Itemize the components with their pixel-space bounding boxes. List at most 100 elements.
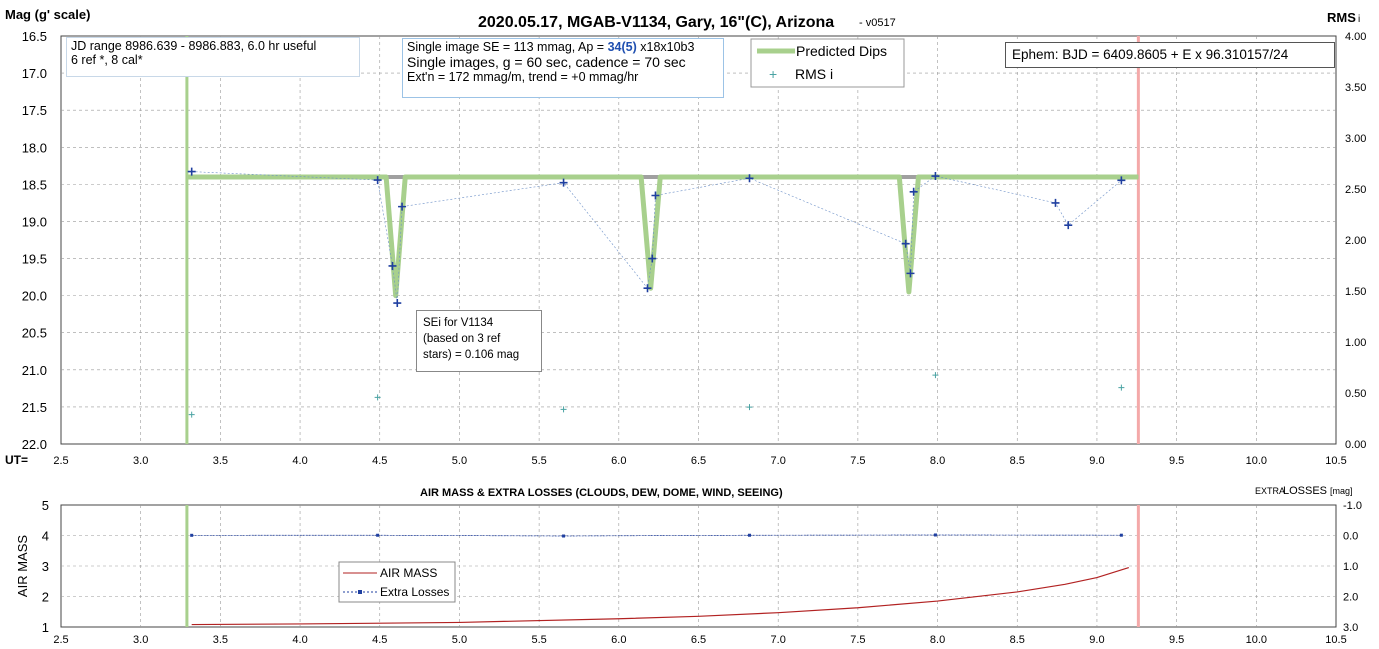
bottom-y-axis-label: AIR MASS [15, 535, 30, 597]
x-tick-label: 7.5 [850, 455, 865, 467]
y-tick-label: 3 [42, 559, 49, 574]
x-tick-label: 5.5 [531, 634, 546, 646]
bottom-ut-markers [185, 505, 1140, 627]
ephemeris-box: Ephem: BJD = 6409.8605 + E x 96.310157/2… [1005, 42, 1335, 68]
magnitude-point [906, 269, 915, 278]
se-aperture: 34(5) [607, 40, 637, 54]
top-y-axis-label: Mag (g' scale) [5, 7, 90, 22]
y2-tick-label: 0.50 [1345, 388, 1366, 400]
sei-line-3: stars) = 0.106 mag [423, 349, 520, 362]
sei-line-2: (based on 3 ref [423, 333, 501, 346]
x-tick-label: 7.0 [771, 455, 786, 467]
x-tick-label: 10.5 [1325, 634, 1346, 646]
top-x-tick-labels: 2.5 3.0 3.5 4.0 4.5 5.0 5.5 6.0 6.5 7.0 7.5 8.0 8.5 9… [53, 455, 1346, 467]
magnitude-series [187, 167, 1126, 308]
top-ut-markers [185, 36, 1140, 444]
y-tick-label: 17.5 [22, 103, 47, 118]
x-tick-label: 9.5 [1169, 455, 1184, 467]
extinction-line: Ext'n = 172 mmag/m, trend = +0 mmag/hr [407, 70, 639, 85]
x-tick-label: 9.0 [1089, 455, 1104, 467]
x-tick-label: 8.0 [930, 634, 945, 646]
y-tick-label: 22.0 [22, 437, 47, 452]
y2-tick-label: 3.0 [1343, 622, 1358, 634]
magnitude-point [931, 172, 940, 181]
x-tick-label: 8.5 [1010, 455, 1025, 467]
x-tick-label: 7.5 [850, 634, 865, 646]
airmass-series [191, 566, 1129, 626]
bottom-legend: AIR MASS Extra Losses [338, 561, 456, 603]
x-tick-label: 3.5 [213, 634, 228, 646]
x-tick-label: 3.0 [133, 455, 148, 467]
x-tick-label: 9.5 [1169, 634, 1184, 646]
top-y-tick-labels: 16.5 17.0 17.5 18.0 18.5 19.0 19.5 20.0 20.5 21.0… [22, 29, 47, 452]
bottom-y-tick-labels: 5 4 3 2 1 [42, 498, 49, 635]
x-tick-label: 5.0 [452, 455, 467, 467]
top-y2-axis-label: RMS [1327, 10, 1356, 25]
extra-losses-line [191, 534, 1122, 537]
y-tick-label: 2 [42, 590, 49, 605]
ref-stars-line: 6 ref *, 8 cal* [71, 53, 143, 68]
x-tick-label: 8.0 [930, 455, 945, 467]
magnitude-point [648, 254, 657, 263]
x-tick-label: 6.0 [611, 455, 626, 467]
predicted-dips-series [186, 174, 1139, 299]
magnitude-point [901, 239, 910, 248]
y-tick-label: 17.0 [22, 66, 47, 81]
jd-range-line: JD range 8986.639 - 8986.883, 6.0 hr use… [71, 39, 317, 53]
x-tick-label: 5.5 [531, 455, 546, 467]
magnitude-point [909, 187, 918, 196]
magnitude-point [643, 284, 652, 293]
rms-point [746, 404, 753, 411]
y-tick-label: 19.0 [22, 214, 47, 229]
x-tick-label: 2.5 [53, 455, 68, 467]
y-tick-label: 21.0 [22, 363, 47, 378]
y-tick-label: 4 [42, 529, 49, 544]
x-tick-label: 8.5 [1010, 634, 1025, 646]
x-tick-label: 4.0 [292, 634, 307, 646]
sei-box: SEi for V1134 (based on 3 ref stars) = 0… [416, 310, 542, 372]
top-legend: Predicted Dips + RMS i [750, 38, 905, 88]
magnitude-point [745, 174, 754, 183]
x-tick-label: 6.0 [611, 634, 626, 646]
extra-losses-point [376, 533, 380, 537]
x-tick-label: 6.5 [691, 455, 706, 467]
magnitude-point [1117, 176, 1126, 185]
y-tick-label: 20.0 [22, 289, 47, 304]
y2-tick-label: 2.0 [1343, 592, 1358, 604]
magnitude-point [373, 176, 382, 185]
predicted-dips-line [186, 174, 1139, 299]
rms-series [188, 372, 1125, 418]
legend-rms-i: RMS i [795, 66, 833, 82]
x-tick-label: 4.0 [292, 455, 307, 467]
y-tick-label: 18.0 [22, 140, 47, 155]
x-tick-label: 9.0 [1089, 634, 1104, 646]
bottom-y2-axis-label-losses: LOSSES [1283, 485, 1327, 497]
y-tick-label: 16.5 [22, 29, 47, 44]
chart-version: - v0517 [859, 17, 896, 29]
ephemeris-text: Ephem: BJD = 6409.8605 + E x 96.310157/2… [1012, 47, 1289, 62]
extra-losses-point [933, 533, 937, 537]
magnitude-point [1051, 198, 1060, 207]
top-y2-tick-labels: 4.00 3.50 3.00 2.50 2.00 1.50 1.00 0.50 0.00 [1345, 31, 1366, 451]
top-plot-grid [61, 36, 1336, 444]
extra-losses-point [562, 534, 566, 538]
x-tick-label: 3.5 [213, 455, 228, 467]
single-images-line: Single images, g = 60 sec, cadence = 70 … [407, 54, 686, 71]
x-tick-label: 2.5 [53, 634, 68, 646]
rms-point [560, 406, 567, 413]
x-tick-label: 4.5 [372, 634, 387, 646]
y2-tick-label: 1.00 [1345, 337, 1366, 349]
image-info-box: Single image SE = 113 mmag, Ap = 34(5) x… [402, 38, 724, 98]
bottom-y2-axis-label-unit: [mag] [1330, 486, 1353, 496]
x-tick-label: 7.0 [771, 634, 786, 646]
legend-extra-losses: Extra Losses [380, 585, 449, 599]
rms-point [932, 372, 939, 379]
x-tick-label: 4.5 [372, 455, 387, 467]
magnitude-point [393, 299, 402, 308]
bottom-plot-grid [61, 505, 1336, 627]
y2-tick-label: 3.00 [1345, 133, 1366, 145]
x-tick-label: 6.5 [691, 634, 706, 646]
magnitude-point [1064, 221, 1073, 230]
se-prefix: Single image SE = 113 mmag, Ap = [407, 40, 608, 54]
